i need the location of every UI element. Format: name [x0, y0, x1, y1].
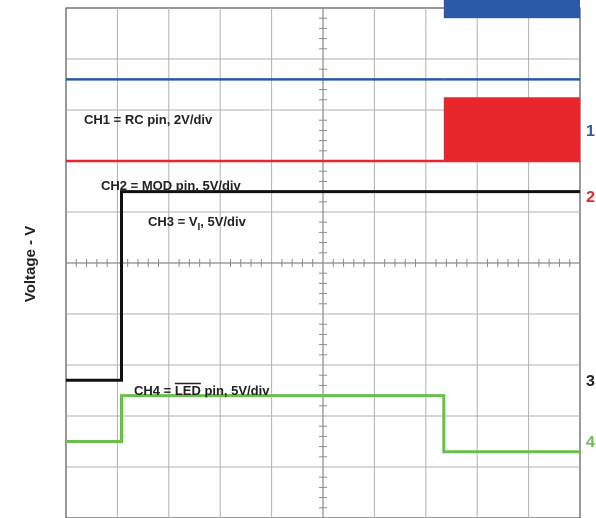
y-axis-label: Voltage - V [22, 226, 39, 302]
ch2-switching-band [443, 97, 580, 161]
ch2-label: CH2 = MOD pin, 5V/div [101, 178, 242, 193]
channel-marker-4: 4 [586, 434, 595, 451]
ch4-trace [66, 394, 580, 454]
ch3-label: CH3 = VI, 5V/div [148, 214, 247, 233]
channel-marker-2: 2 [586, 189, 595, 206]
ch1-label: CH1 = RC pin, 2V/div [84, 112, 213, 127]
grid [65, 7, 581, 518]
channel-marker-1: 1 [586, 123, 595, 140]
ch1-switching-band [443, 0, 580, 19]
traces [66, 0, 580, 454]
ch4-label: CH4 = LED pin, 5V/div [134, 383, 270, 398]
ch3-trace [66, 190, 580, 382]
channel-marker-3: 3 [586, 373, 595, 390]
